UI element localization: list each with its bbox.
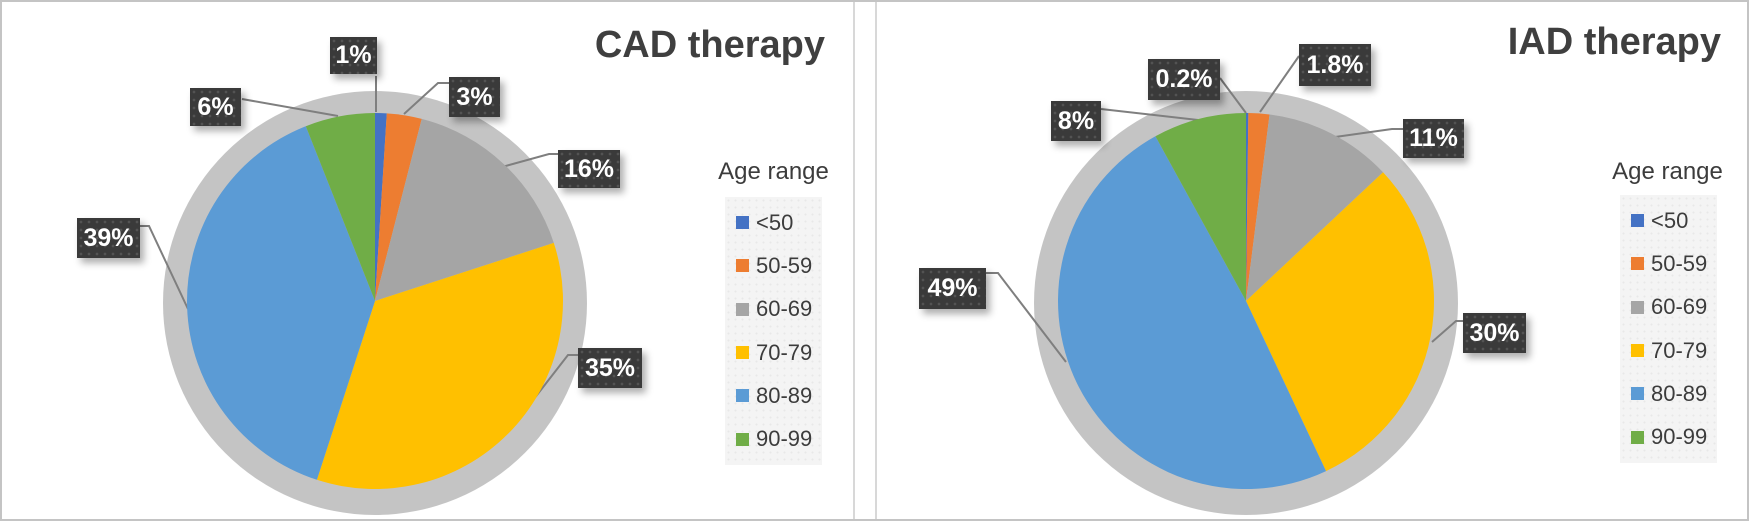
pie-iad bbox=[1058, 113, 1434, 489]
pie-slice-80-89 bbox=[187, 126, 375, 480]
legend-swatch-80-89 bbox=[736, 389, 749, 403]
leader-line-70-79 bbox=[1431, 320, 1463, 343]
pie-slice-90-99 bbox=[305, 113, 375, 301]
legend-item-80-89: 80-89 bbox=[736, 383, 822, 409]
data-label-iad-60-69: 11% bbox=[1403, 119, 1464, 158]
legend-label-lt50: <50 bbox=[1651, 207, 1689, 233]
pie-slice-70-79 bbox=[316, 242, 563, 489]
leader-line-60-69 bbox=[501, 153, 558, 168]
legend-item-60-69: 60-69 bbox=[736, 296, 822, 322]
panel-divider-right-line bbox=[875, 2, 877, 519]
leader-lines-iad bbox=[986, 55, 1463, 363]
legend-item-50-59: 50-59 bbox=[1631, 251, 1717, 277]
legend-label-60-69: 60-69 bbox=[756, 296, 813, 322]
legend-label-80-89: 80-89 bbox=[756, 382, 813, 408]
legend-swatch-50-59 bbox=[1631, 257, 1644, 271]
chart-title-cad: CAD therapy bbox=[594, 24, 825, 66]
data-label-iad-90-99: 8% bbox=[1051, 101, 1101, 141]
leader-line-90-99 bbox=[241, 98, 339, 117]
leader-line-50-59 bbox=[1259, 55, 1300, 113]
leader-line-90-99 bbox=[1100, 108, 1199, 121]
legend-item-70-79: 70-79 bbox=[1631, 338, 1717, 364]
legend-label-50-59: 50-59 bbox=[756, 252, 813, 278]
pie-slice-90-99 bbox=[1155, 113, 1246, 301]
pie-slice-60-69 bbox=[375, 118, 554, 301]
leader-line-lt50 bbox=[1219, 77, 1247, 114]
chart-title-iad: IAD therapy bbox=[1507, 21, 1721, 63]
leader-line-80-89 bbox=[986, 272, 1067, 363]
legend-label-50-59: 50-59 bbox=[1651, 250, 1708, 276]
legend-swatch-90-99 bbox=[736, 432, 749, 446]
legend-label-70-79: 70-79 bbox=[756, 339, 813, 365]
legend-label-lt50: <50 bbox=[756, 209, 794, 235]
data-label-cad-60-69: 16% bbox=[558, 150, 620, 188]
data-label-iad-70-79: 30% bbox=[1463, 313, 1526, 353]
data-label-cad-90-99: 6% bbox=[190, 88, 241, 126]
data-label-iad-80-89: 49% bbox=[919, 268, 986, 309]
legend-swatch-lt50 bbox=[736, 216, 749, 230]
legend-swatch-70-79 bbox=[1631, 344, 1644, 358]
pie-slice-60-69 bbox=[1246, 114, 1384, 301]
legend-label-80-89: 80-89 bbox=[1651, 380, 1708, 406]
data-label-cad-80-89: 39% bbox=[77, 218, 140, 258]
legend-item-80-89: 80-89 bbox=[1631, 381, 1717, 407]
panel-iad-therapy: IAD therapy 0.2% 1.8% 11% 30% 49% 8% Age… bbox=[876, 2, 1747, 519]
legend-swatch-50-59 bbox=[736, 259, 749, 273]
legend-item-lt50: <50 bbox=[1631, 208, 1717, 234]
legend-iad: <50 50-59 60-69 70-79 80-89 90-99 bbox=[1620, 195, 1717, 463]
data-label-cad-50-59: 3% bbox=[449, 77, 500, 117]
pie-slice-<50 bbox=[1246, 113, 1249, 301]
legend-item-90-99: 90-99 bbox=[736, 426, 822, 452]
data-label-cad-70-79: 35% bbox=[578, 348, 642, 388]
legend-cad: <50 50-59 60-69 70-79 80-89 90-99 bbox=[725, 197, 822, 465]
legend-title-cad: Age range bbox=[718, 158, 829, 185]
data-label-iad-lt50: 0.2% bbox=[1148, 59, 1220, 100]
leader-line-80-89 bbox=[140, 225, 189, 310]
legend-item-70-79: 70-79 bbox=[736, 340, 822, 366]
legend-swatch-70-79 bbox=[736, 346, 749, 360]
legend-swatch-90-99 bbox=[1631, 430, 1644, 444]
legend-swatch-lt50 bbox=[1631, 214, 1644, 228]
legend-swatch-60-69 bbox=[736, 302, 749, 316]
legend-item-lt50: <50 bbox=[736, 210, 822, 236]
pie-slice-80-89 bbox=[1058, 136, 1327, 489]
pie-chart-cad-svg bbox=[140, 76, 578, 489]
legend-item-90-99: 90-99 bbox=[1631, 424, 1717, 450]
legend-item-50-59: 50-59 bbox=[736, 253, 822, 279]
legend-label-60-69: 60-69 bbox=[1651, 294, 1708, 320]
pie-slice-50-59 bbox=[1246, 113, 1270, 301]
legend-item-60-69: 60-69 bbox=[1631, 294, 1717, 320]
legend-label-90-99: 90-99 bbox=[1651, 424, 1708, 450]
data-label-cad-lt50: 1% bbox=[330, 37, 377, 74]
leader-line-50-59 bbox=[403, 82, 449, 115]
pie-cad bbox=[187, 113, 563, 489]
pie-slice-70-79 bbox=[1246, 172, 1434, 472]
pie-chart-iad-svg bbox=[986, 55, 1463, 489]
panel-divider-left-line bbox=[853, 2, 855, 519]
data-label-iad-50-59: 1.8% bbox=[1299, 44, 1371, 86]
legend-title-iad: Age range bbox=[1612, 158, 1723, 185]
leader-line-60-69 bbox=[1327, 128, 1403, 139]
legend-swatch-80-89 bbox=[1631, 387, 1644, 401]
legend-label-70-79: 70-79 bbox=[1651, 337, 1708, 363]
legend-label-90-99: 90-99 bbox=[756, 426, 813, 452]
legend-swatch-60-69 bbox=[1631, 300, 1644, 314]
panel-cad-therapy: CAD therapy 1% 3% 16% 35% 39% 6% Age ran… bbox=[2, 2, 855, 519]
pie-slice-<50 bbox=[375, 113, 387, 301]
pie-slice-50-59 bbox=[375, 113, 422, 301]
